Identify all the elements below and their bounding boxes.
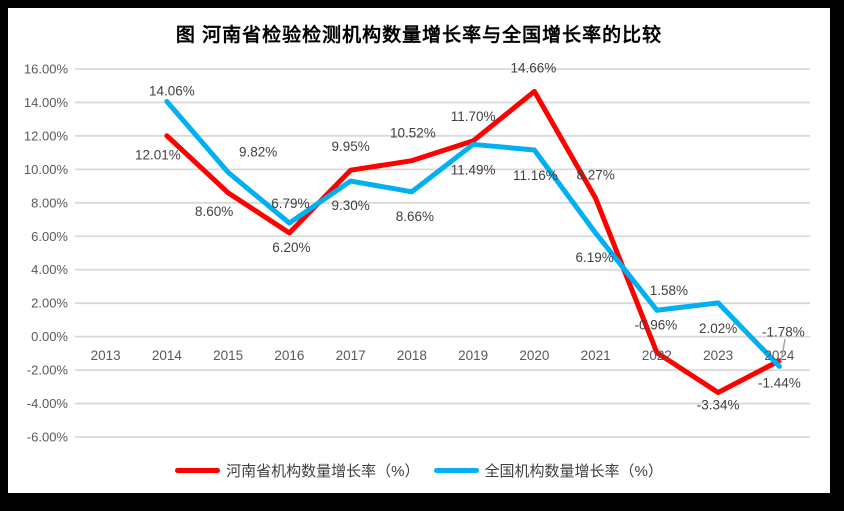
x-tick-label: 2021	[581, 348, 611, 363]
y-tick-label: 2.00%	[31, 296, 68, 311]
legend-swatch-national-icon	[433, 468, 479, 473]
chart-legend: 河南省机构数量增长率（%） 全国机构数量增长率（%）	[8, 460, 830, 481]
data-label: 9.95%	[331, 139, 369, 154]
y-tick-label: 10.00%	[24, 162, 69, 177]
x-tick-label: 2016	[274, 348, 304, 363]
data-label: 8.60%	[195, 204, 233, 219]
x-tick-label: 2024	[764, 348, 795, 363]
chart-canvas: 图 河南省检验检测机构数量增长率与全国增长率的比较 16.00% 14.00% 12…	[8, 8, 830, 493]
data-label: -1.44%	[758, 376, 801, 391]
data-label: 6.79%	[271, 196, 309, 211]
legend-item-national: 全国机构数量增长率（%）	[433, 460, 663, 481]
y-tick-label: 0.00%	[31, 329, 68, 344]
data-label: 11.49%	[451, 162, 496, 177]
data-label: 12.01%	[135, 148, 181, 163]
x-tick-label: 2018	[397, 348, 427, 363]
data-label: 8.27%	[576, 167, 614, 182]
legend-swatch-henan-icon	[175, 468, 221, 473]
data-label: 9.30%	[331, 198, 369, 213]
data-label: -3.34%	[697, 398, 740, 413]
data-label: 11.16%	[513, 168, 558, 183]
chart-title: 图 河南省检验检测机构数量增长率与全国增长率的比较	[175, 25, 663, 46]
y-tick-label: 12.00%	[24, 128, 69, 143]
data-label: -0.96%	[634, 318, 677, 333]
legend-label-national: 全国机构数量增长率（%）	[484, 463, 663, 480]
data-label: 1.58%	[650, 283, 688, 298]
y-tick-label: -2.00%	[27, 363, 69, 378]
y-tick-label: 4.00%	[31, 262, 68, 277]
data-label: 14.66%	[510, 60, 556, 75]
data-label: 14.06%	[149, 83, 195, 98]
y-tick-label: -6.00%	[27, 430, 69, 445]
x-tick-label: 2017	[336, 348, 366, 363]
x-tick-label: 2020	[519, 348, 549, 363]
y-tick-label: 8.00%	[31, 195, 68, 210]
legend-item-henan: 河南省机构数量增长率（%）	[175, 460, 420, 481]
data-label: 10.52%	[390, 126, 436, 141]
x-tick-label: 2019	[458, 348, 488, 363]
x-tick-label: 2022	[642, 348, 672, 363]
x-tick-label: 2023	[703, 348, 733, 363]
y-tick-label: -4.00%	[27, 396, 69, 411]
data-label: 6.19%	[575, 250, 613, 265]
y-tick-label: 6.00%	[31, 229, 68, 244]
data-label: 2.02%	[699, 321, 737, 336]
x-tick-label: 2013	[91, 348, 121, 363]
data-label: 11.70%	[451, 109, 496, 124]
y-tick-label: 16.00%	[24, 62, 69, 77]
legend-label-henan: 河南省机构数量增长率（%）	[226, 463, 420, 480]
data-label: 6.20%	[272, 240, 310, 255]
data-label: 9.82%	[239, 144, 277, 159]
label-leader-line	[780, 338, 786, 363]
x-tick-label: 2015	[213, 348, 243, 363]
series-line-0	[164, 88, 782, 396]
x-tick-label: 2014	[152, 348, 183, 363]
data-label: -1.78%	[762, 324, 805, 339]
chart-svg: 16.00% 14.00% 12.00% 10.00% 8.00% 6.00% 4.00% 2…	[24, 60, 810, 445]
series-line-1	[164, 98, 782, 369]
y-tick-label: 14.00%	[24, 95, 69, 110]
data-label: 8.66%	[396, 209, 434, 224]
